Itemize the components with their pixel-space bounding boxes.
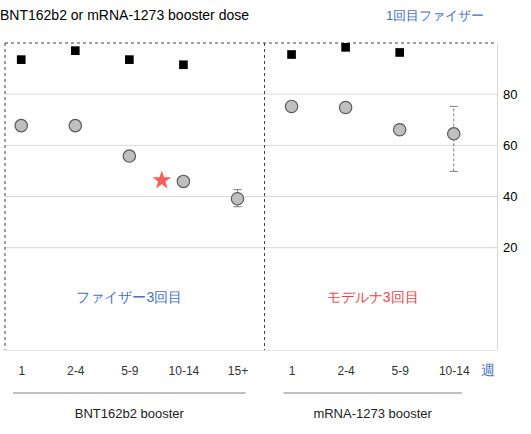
x-tick-label: 10-14 [439, 364, 470, 378]
y-tick-label: 60 [503, 138, 517, 153]
panel-title: モデルナ3回目 [327, 289, 419, 305]
subtitle: 1回目ファイザー [386, 8, 484, 23]
point-circle [177, 175, 189, 187]
point-square [179, 60, 188, 69]
point-square [341, 43, 350, 52]
y-tick: 20 [497, 240, 517, 255]
x-tick-label: 5-9 [121, 364, 139, 378]
x-tick: 10-14 [439, 350, 470, 378]
grid-line [5, 94, 497, 95]
x-tick: 5-9 [121, 350, 139, 378]
x-tick-label: 1 [18, 364, 25, 378]
point-square [71, 46, 80, 55]
y-tick-label: 40 [503, 189, 517, 204]
x-tick: 15+ [228, 350, 248, 378]
point-circle [69, 119, 81, 131]
x-tick-label: 1 [289, 364, 296, 378]
grid-line [5, 145, 497, 146]
group-bracket [283, 393, 461, 394]
x-tick-label: 2-4 [67, 364, 85, 378]
error-bar-cap [233, 189, 241, 190]
y-tick-label: 20 [503, 240, 517, 255]
frame-left [5, 43, 6, 350]
x-tick-label: 5-9 [392, 364, 410, 378]
x-tick: 2-4 [337, 350, 355, 378]
grid-line [5, 196, 497, 197]
x-tick: 2-4 [67, 350, 85, 378]
point-circle [285, 100, 297, 112]
y-tick: 80 [497, 87, 517, 102]
frame-top [5, 43, 497, 44]
x-tick-label: 2-4 [337, 364, 355, 378]
x-tick-label: 10-14 [169, 364, 200, 378]
y-tick-label: 80 [503, 87, 517, 102]
x-tick: 10-14 [169, 350, 200, 378]
point-star [152, 170, 171, 188]
error-bar-cap [450, 106, 458, 107]
group-label: BNT162b2 booster [75, 406, 185, 421]
panel-title: ファイザー3回目 [76, 289, 182, 305]
point-square [395, 48, 404, 57]
point-circle [394, 124, 406, 136]
group-divider [264, 43, 265, 350]
point-circle [15, 119, 27, 131]
title: BNT162b2 or mRNA-1273 booster dose [0, 7, 249, 23]
error-bar-cap [233, 206, 241, 207]
x-tick: 1 [18, 350, 25, 378]
y-axis-line [497, 44, 498, 351]
point-circle [123, 150, 135, 162]
x-axis-line [6, 350, 498, 351]
x-tick: 1 [289, 350, 296, 378]
x-axis: 1 2-4 5-9 10-14 15+ 1 2-4 5-9 10-14 [6, 350, 498, 378]
point-circle [339, 101, 351, 113]
series-circle [15, 100, 460, 206]
y-tick: 60 [497, 138, 517, 153]
x-label: 週 [481, 362, 495, 378]
x-tick: 5-9 [392, 350, 410, 378]
series-star [152, 170, 171, 188]
group-label: mRNA-1273 booster [313, 406, 432, 421]
frame [5, 43, 497, 350]
error-bar-cap [450, 171, 458, 172]
grid [5, 94, 497, 248]
y-axis: 20 40 60 80 [497, 44, 517, 351]
grid-line [5, 247, 497, 248]
x-tick-label: 15+ [228, 364, 248, 378]
point-square [125, 55, 134, 64]
point-circle [448, 128, 460, 140]
marks [15, 43, 460, 207]
chart: 20 40 60 80 1 2-4 5-9 10-14 15+ 1 2-4 5-9 10-14 週 BNT1… [0, 0, 531, 434]
point-square [287, 50, 296, 59]
point-square [17, 55, 26, 64]
group-bracket [13, 393, 245, 394]
point-circle [231, 193, 243, 205]
y-tick: 40 [497, 189, 517, 204]
series-square [17, 43, 404, 69]
